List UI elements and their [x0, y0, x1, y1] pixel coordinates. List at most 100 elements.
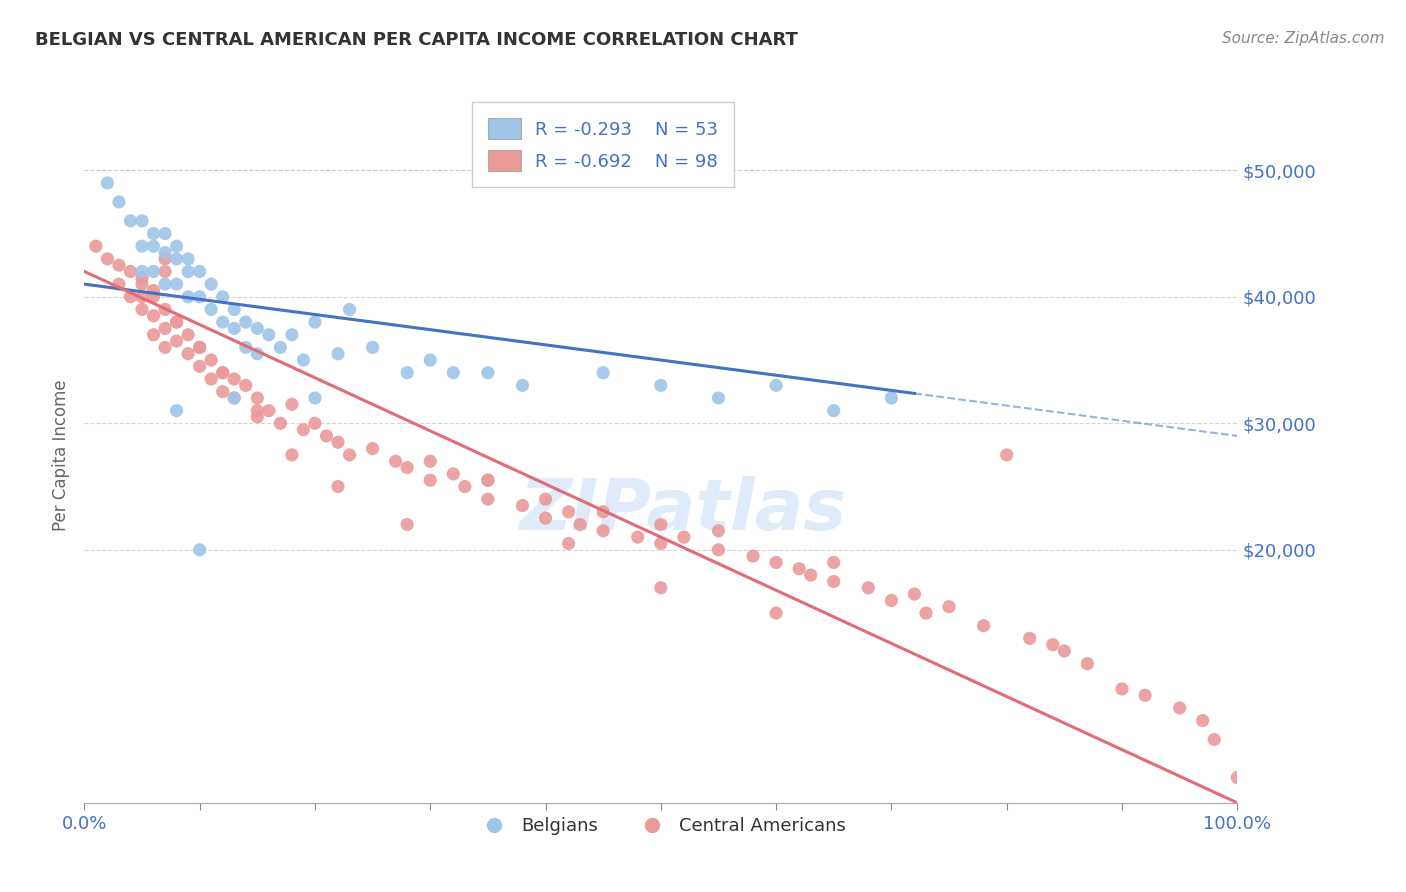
Point	[396, 460, 419, 475]
Point	[441, 467, 464, 481]
Point	[512, 378, 534, 392]
Point	[166, 315, 188, 329]
Point	[477, 473, 499, 487]
Point	[858, 581, 880, 595]
Point	[166, 334, 188, 348]
Point	[627, 530, 650, 544]
Point	[384, 454, 406, 468]
Point	[304, 391, 326, 405]
Point	[257, 403, 280, 417]
Point	[142, 264, 165, 278]
Point	[477, 366, 499, 380]
Point	[304, 315, 326, 329]
Point	[246, 347, 269, 361]
Point	[742, 549, 765, 563]
Text: BELGIAN VS CENTRAL AMERICAN PER CAPITA INCOME CORRELATION CHART: BELGIAN VS CENTRAL AMERICAN PER CAPITA I…	[35, 31, 799, 49]
Point	[142, 284, 165, 298]
Point	[880, 391, 903, 405]
Point	[96, 252, 118, 266]
Point	[557, 536, 579, 550]
Point	[131, 214, 153, 228]
Point	[339, 448, 361, 462]
Point	[142, 327, 165, 342]
Point	[224, 391, 246, 405]
Point	[120, 214, 142, 228]
Point	[177, 252, 200, 266]
Point	[211, 366, 233, 380]
Point	[200, 277, 222, 292]
Point	[650, 581, 672, 595]
Point	[153, 227, 176, 241]
Point	[707, 524, 730, 538]
Point	[1191, 714, 1213, 728]
Point	[569, 517, 592, 532]
Point	[224, 302, 246, 317]
Point	[326, 347, 349, 361]
Point	[903, 587, 925, 601]
Point	[188, 340, 211, 354]
Point	[800, 568, 823, 582]
Point	[269, 340, 291, 354]
Point	[177, 327, 200, 342]
Point	[224, 391, 246, 405]
Point	[361, 442, 384, 456]
Point	[131, 277, 153, 292]
Point	[1076, 657, 1098, 671]
Point	[650, 378, 672, 392]
Point	[96, 176, 118, 190]
Point	[915, 606, 938, 620]
Point	[454, 479, 477, 493]
Point	[707, 542, 730, 557]
Point	[823, 403, 845, 417]
Point	[131, 239, 153, 253]
Point	[1053, 644, 1076, 658]
Point	[1204, 732, 1226, 747]
Point	[1111, 681, 1133, 696]
Point	[153, 264, 176, 278]
Point	[166, 277, 188, 292]
Text: ZIPatlas: ZIPatlas	[520, 476, 848, 545]
Point	[650, 536, 672, 550]
Point	[592, 366, 614, 380]
Point	[211, 315, 233, 329]
Point	[534, 511, 557, 525]
Point	[765, 378, 787, 392]
Point	[973, 618, 995, 632]
Point	[396, 517, 419, 532]
Point	[224, 372, 246, 386]
Point	[224, 321, 246, 335]
Point	[787, 562, 810, 576]
Point	[938, 599, 960, 614]
Point	[419, 473, 441, 487]
Point	[108, 277, 131, 292]
Point	[153, 277, 176, 292]
Point	[1168, 701, 1191, 715]
Point	[108, 194, 131, 209]
Point	[166, 315, 188, 329]
Point	[441, 366, 464, 380]
Y-axis label: Per Capita Income: Per Capita Income	[52, 379, 70, 531]
Point	[1018, 632, 1040, 646]
Point	[765, 556, 787, 570]
Point	[534, 492, 557, 507]
Point	[257, 327, 280, 342]
Point	[153, 252, 176, 266]
Point	[211, 384, 233, 399]
Point	[419, 353, 441, 368]
Point	[211, 366, 233, 380]
Point	[177, 347, 200, 361]
Point	[153, 302, 176, 317]
Point	[131, 270, 153, 285]
Point	[592, 505, 614, 519]
Point	[880, 593, 903, 607]
Point	[142, 227, 165, 241]
Point	[292, 353, 315, 368]
Point	[166, 252, 188, 266]
Point	[120, 290, 142, 304]
Point	[188, 290, 211, 304]
Point	[200, 353, 222, 368]
Point	[188, 340, 211, 354]
Point	[477, 492, 499, 507]
Point	[235, 315, 257, 329]
Point	[188, 542, 211, 557]
